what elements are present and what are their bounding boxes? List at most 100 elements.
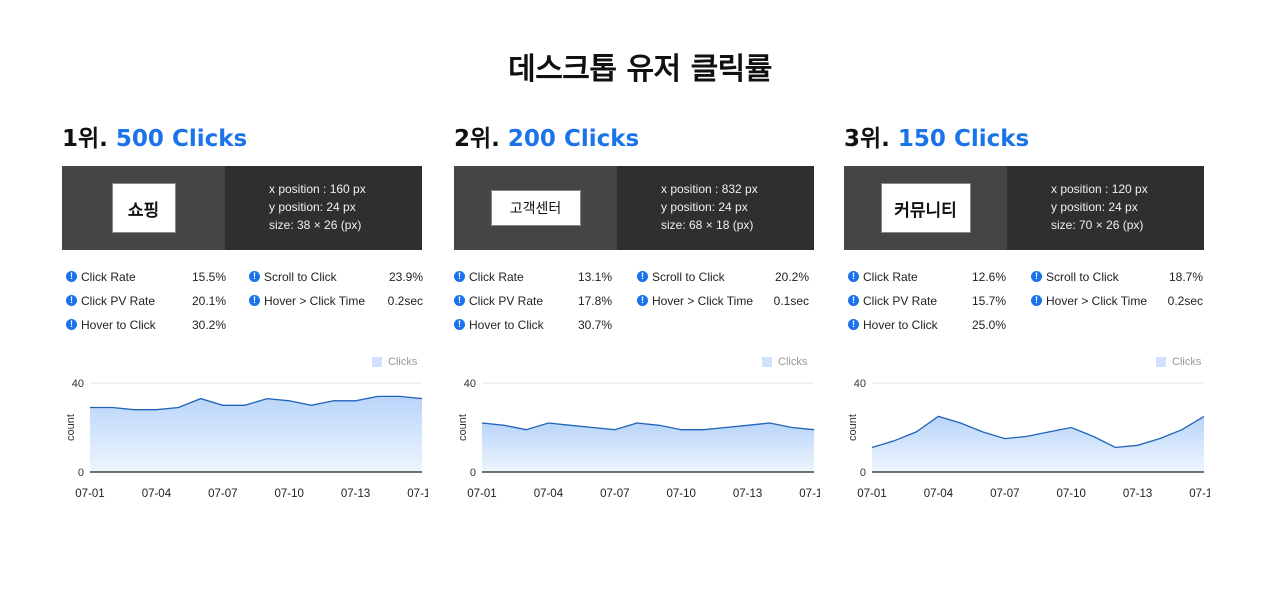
x-tick-label: 07-16 — [799, 488, 820, 500]
info-icon[interactable]: ! — [848, 319, 859, 330]
chart-svg: 0 40 count 07-01 07-04 07-07 07-10 07-13 07-16 — [847, 378, 1210, 500]
data-point — [812, 428, 815, 431]
clicks-area-chart: Clicks 0 40 count 07-01 07-04 07-07 07-10 07-13… — [454, 352, 820, 512]
metric-value: 18.7% — [1168, 270, 1203, 284]
metric-hover-click-time: ! Hover > Click Time 0.2sec — [1031, 294, 1203, 318]
x-tick-label: 07-13 — [733, 488, 762, 500]
data-point — [354, 399, 357, 402]
data-point — [959, 421, 962, 424]
info-icon[interactable]: ! — [637, 295, 648, 306]
x-tick-label: 07-04 — [142, 488, 172, 500]
data-point — [265, 397, 268, 400]
element-position-info: x position : 120 px y position: 24 px si… — [1007, 166, 1204, 250]
x-tick-label: 07-16 — [407, 488, 428, 500]
x-position-text: x position : 160 px — [269, 182, 366, 196]
x-tick-label: 07-10 — [274, 488, 303, 500]
metric-label: Click Rate — [81, 270, 136, 284]
data-point — [503, 424, 506, 427]
data-point — [937, 415, 940, 418]
info-icon[interactable]: ! — [66, 319, 77, 330]
element-position-info: x position : 832 px y position: 24 px si… — [617, 166, 814, 250]
data-point — [569, 424, 572, 427]
element-position-info: x position : 160 px y position: 24 px si… — [225, 166, 422, 250]
clicks-area-chart: Clicks 0 40 count 07-01 07-04 07-07 07-10 07-13… — [62, 352, 428, 512]
metric-label: Hover > Click Time — [652, 294, 754, 308]
info-icon[interactable]: ! — [66, 295, 77, 306]
metric-label: Hover to Click — [81, 318, 156, 332]
metric-click-pv-rate: ! Click PV Rate 15.7% — [848, 294, 1006, 318]
size-text: size: 38 × 26 (px) — [269, 218, 362, 232]
metric-hover-to-click: ! Hover to Click 30.2% — [66, 318, 226, 342]
rank-clicks: 150 Clicks — [897, 126, 1030, 152]
x-tick-label: 07-01 — [467, 488, 496, 500]
metric-label: Click PV Rate — [469, 294, 544, 308]
element-preview: 고객센터 x position : 832 px y position: 24 … — [454, 166, 814, 250]
chart-svg: 0 40 count 07-01 07-04 07-07 07-10 07-13 07-16 — [457, 378, 820, 500]
series-line — [871, 415, 1205, 449]
info-icon[interactable]: ! — [848, 295, 859, 306]
y-position-text: y position: 24 px — [661, 200, 748, 214]
chart-legend[interactable]: Clicks — [762, 356, 807, 368]
rank-card-1: 1위. 500 Clicks 쇼핑 x position : 160 px y … — [62, 124, 428, 500]
size-text: size: 70 × 26 (px) — [1051, 218, 1144, 232]
data-point — [1180, 428, 1183, 431]
data-point — [790, 426, 793, 429]
size-text: size: 68 × 18 (px) — [661, 218, 754, 232]
y-axis-label: count — [847, 414, 859, 441]
metrics-grid: ! Click Rate 15.5% ! Click PV Rate 20.1%… — [62, 270, 424, 342]
chart-legend[interactable]: Clicks — [1156, 356, 1201, 368]
data-point — [591, 426, 594, 429]
data-point — [525, 428, 528, 431]
series-area — [90, 396, 422, 472]
metric-value: 0.2sec — [1167, 294, 1203, 308]
metric-hover-to-click: ! Hover to Click 30.7% — [454, 318, 612, 342]
x-tick-label: 07-10 — [666, 488, 695, 500]
data-point — [1114, 446, 1117, 449]
info-icon[interactable]: ! — [454, 295, 465, 306]
data-point — [288, 399, 291, 402]
metric-value: 30.2% — [191, 318, 226, 332]
x-tick-label: 07-01 — [75, 488, 104, 500]
info-icon[interactable]: ! — [66, 271, 77, 282]
info-icon[interactable]: ! — [1031, 271, 1042, 282]
legend-label: Clicks — [388, 356, 418, 368]
metric-label: Click PV Rate — [863, 294, 938, 308]
metric-label: Hover to Click — [469, 318, 544, 332]
x-tick-label: 07-13 — [341, 488, 370, 500]
info-icon[interactable]: ! — [454, 271, 465, 282]
data-point — [724, 426, 727, 429]
info-icon[interactable]: ! — [249, 295, 260, 306]
info-icon[interactable]: ! — [848, 271, 859, 282]
metric-value: 17.8% — [577, 294, 612, 308]
y-tick-label: 40 — [72, 378, 84, 390]
y-tick-label: 0 — [78, 467, 84, 479]
data-point — [111, 406, 114, 409]
data-point — [133, 408, 136, 411]
metric-value: 0.1sec — [773, 294, 809, 308]
x-tick-label: 07-13 — [1123, 488, 1152, 500]
chart-legend[interactable]: Clicks — [372, 356, 417, 368]
data-point — [1003, 437, 1006, 440]
metric-click-rate: ! Click Rate 12.6% — [848, 270, 1006, 294]
info-icon[interactable]: ! — [1031, 295, 1042, 306]
data-point — [310, 404, 313, 407]
data-point — [398, 395, 401, 398]
data-point — [547, 421, 550, 424]
data-point — [870, 446, 873, 449]
metric-value: 25.0% — [971, 318, 1006, 332]
info-icon[interactable]: ! — [249, 271, 260, 282]
metric-value: 30.7% — [577, 318, 612, 332]
info-icon[interactable]: ! — [637, 271, 648, 282]
metric-value: 12.6% — [971, 270, 1006, 284]
element-label[interactable]: 쇼핑 — [111, 183, 176, 233]
element-label[interactable]: 고객센터 — [490, 190, 581, 226]
element-label[interactable]: 커뮤니티 — [880, 183, 971, 233]
info-icon[interactable]: ! — [454, 319, 465, 330]
metric-value: 0.2sec — [387, 294, 423, 308]
element-preview-thumbnail: 고객센터 — [454, 166, 617, 250]
rank-heading: 1위. 500 Clicks — [62, 124, 424, 154]
metric-click-pv-rate: ! Click PV Rate 17.8% — [454, 294, 612, 318]
data-point — [635, 421, 638, 424]
x-tick-label: 07-16 — [1189, 488, 1210, 500]
data-point — [1158, 437, 1161, 440]
